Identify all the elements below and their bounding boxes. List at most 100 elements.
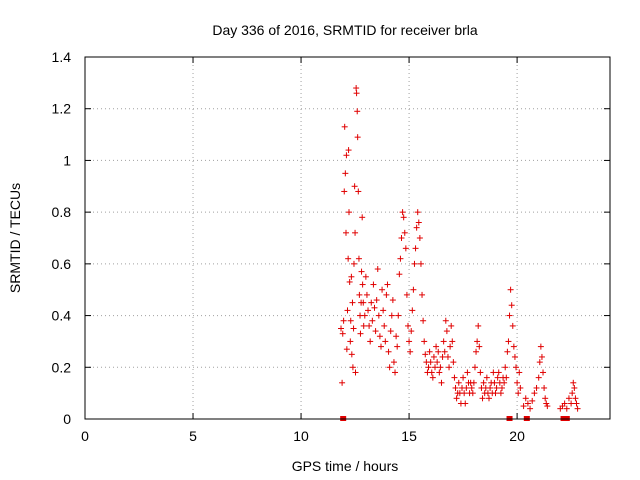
data-point	[345, 147, 352, 154]
data-point	[565, 395, 572, 402]
data-point	[571, 384, 578, 391]
data-point	[346, 278, 353, 285]
data-point	[355, 188, 362, 195]
y-tick-label: 0	[63, 411, 71, 427]
y-tick-label: 1.4	[52, 49, 72, 65]
data-point	[572, 395, 579, 402]
data-point	[359, 281, 366, 288]
data-point	[433, 343, 440, 350]
data-point	[362, 273, 369, 280]
data-point	[442, 317, 449, 324]
data-point	[437, 364, 444, 371]
data-point	[340, 317, 347, 324]
data-point	[395, 312, 402, 319]
data-point	[407, 348, 414, 355]
data-point	[365, 307, 372, 314]
data-points	[338, 85, 581, 421]
data-point	[520, 403, 527, 410]
data-point	[363, 291, 370, 298]
data-point	[350, 325, 357, 332]
data-point	[380, 307, 387, 314]
data-point	[344, 307, 351, 314]
data-point	[448, 322, 455, 329]
data-point	[542, 395, 549, 402]
data-point	[509, 322, 516, 329]
data-point	[426, 348, 433, 355]
data-point	[543, 400, 550, 407]
data-point	[368, 299, 375, 306]
data-point	[360, 322, 367, 329]
data-point	[561, 400, 568, 407]
data-point	[452, 384, 459, 391]
x-tick-label: 15	[401, 428, 417, 444]
data-point	[355, 255, 362, 262]
data-point	[413, 224, 420, 231]
data-point	[381, 322, 388, 329]
data-point	[468, 384, 475, 391]
y-tick-label: 0.6	[52, 256, 72, 272]
data-point	[503, 374, 510, 381]
y-tick-label: 0.8	[52, 204, 72, 220]
data-point	[502, 364, 509, 371]
data-point	[388, 312, 395, 319]
data-point	[374, 266, 381, 273]
data-point	[461, 390, 468, 397]
data-point	[346, 209, 353, 216]
data-point	[377, 343, 384, 350]
chart-title: Day 336 of 2016, SRMTID for receiver brl…	[212, 22, 478, 38]
data-point	[492, 390, 499, 397]
data-point	[372, 328, 379, 335]
data-point	[375, 312, 382, 319]
data-point	[403, 291, 410, 298]
data-point	[498, 384, 505, 391]
data-point	[349, 299, 356, 306]
data-point	[451, 374, 458, 381]
data-point	[449, 338, 456, 345]
data-point	[515, 390, 522, 397]
y-tick-label: 0.4	[52, 308, 72, 324]
x-axis-label: GPS time / hours	[292, 458, 399, 474]
data-point	[414, 209, 421, 216]
data-point	[541, 384, 548, 391]
data-point	[510, 343, 517, 350]
data-point	[471, 364, 478, 371]
data-point	[404, 322, 411, 329]
data-point	[409, 307, 416, 314]
data-point	[447, 343, 454, 350]
data-point	[469, 390, 476, 397]
data-point	[370, 281, 377, 288]
data-point	[351, 183, 358, 190]
data-point	[397, 255, 404, 262]
data-point	[367, 338, 374, 345]
x-tick-label: 20	[509, 428, 525, 444]
data-point	[394, 343, 401, 350]
data-point	[438, 379, 445, 386]
data-point	[347, 317, 354, 324]
data-point	[425, 364, 432, 371]
data-point	[343, 152, 350, 159]
data-point	[508, 302, 515, 309]
data-point	[369, 317, 376, 324]
data-point	[402, 245, 409, 252]
data-point	[494, 374, 501, 381]
x-tick-label: 0	[81, 428, 89, 444]
data-point	[563, 405, 570, 412]
data-point	[460, 374, 467, 381]
data-point	[505, 338, 512, 345]
data-point	[473, 348, 480, 355]
data-point	[463, 384, 470, 391]
data-point	[497, 390, 504, 397]
data-point	[349, 364, 356, 371]
data-point	[371, 304, 378, 311]
data-point	[341, 188, 348, 195]
data-point	[538, 353, 545, 360]
data-point	[382, 338, 389, 345]
data-point	[411, 260, 418, 267]
data-point	[517, 384, 524, 391]
plot-frame	[84, 56, 611, 420]
y-axis-label: SRMTID / TECUs	[7, 183, 23, 293]
data-point	[417, 260, 424, 267]
data-point	[348, 351, 355, 358]
data-point	[487, 384, 494, 391]
